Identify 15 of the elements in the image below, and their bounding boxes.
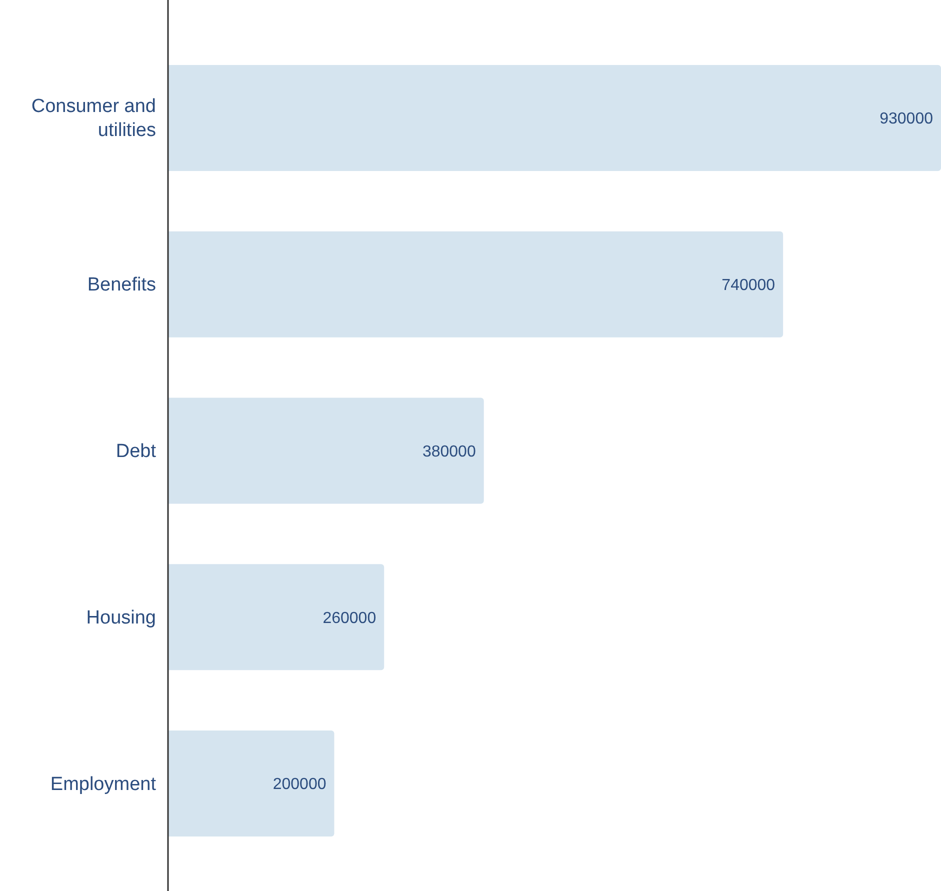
data-label: 930000 xyxy=(880,110,934,128)
bar xyxy=(168,730,334,837)
data-label: 380000 xyxy=(422,443,476,460)
y-tick-label: Consumer and utilities xyxy=(31,96,156,141)
data-label: 740000 xyxy=(722,277,776,294)
bar xyxy=(168,64,941,171)
bar xyxy=(168,398,484,504)
data-label: 200000 xyxy=(272,776,326,794)
y-tick-label: Benefits xyxy=(87,274,156,296)
y-tick-label: Employment xyxy=(50,773,157,794)
bar xyxy=(168,231,784,338)
y-tick-label: Debt xyxy=(116,440,157,462)
bar xyxy=(168,564,384,670)
data-label: 260000 xyxy=(322,610,376,627)
y-tick-label: Housing xyxy=(86,606,156,628)
